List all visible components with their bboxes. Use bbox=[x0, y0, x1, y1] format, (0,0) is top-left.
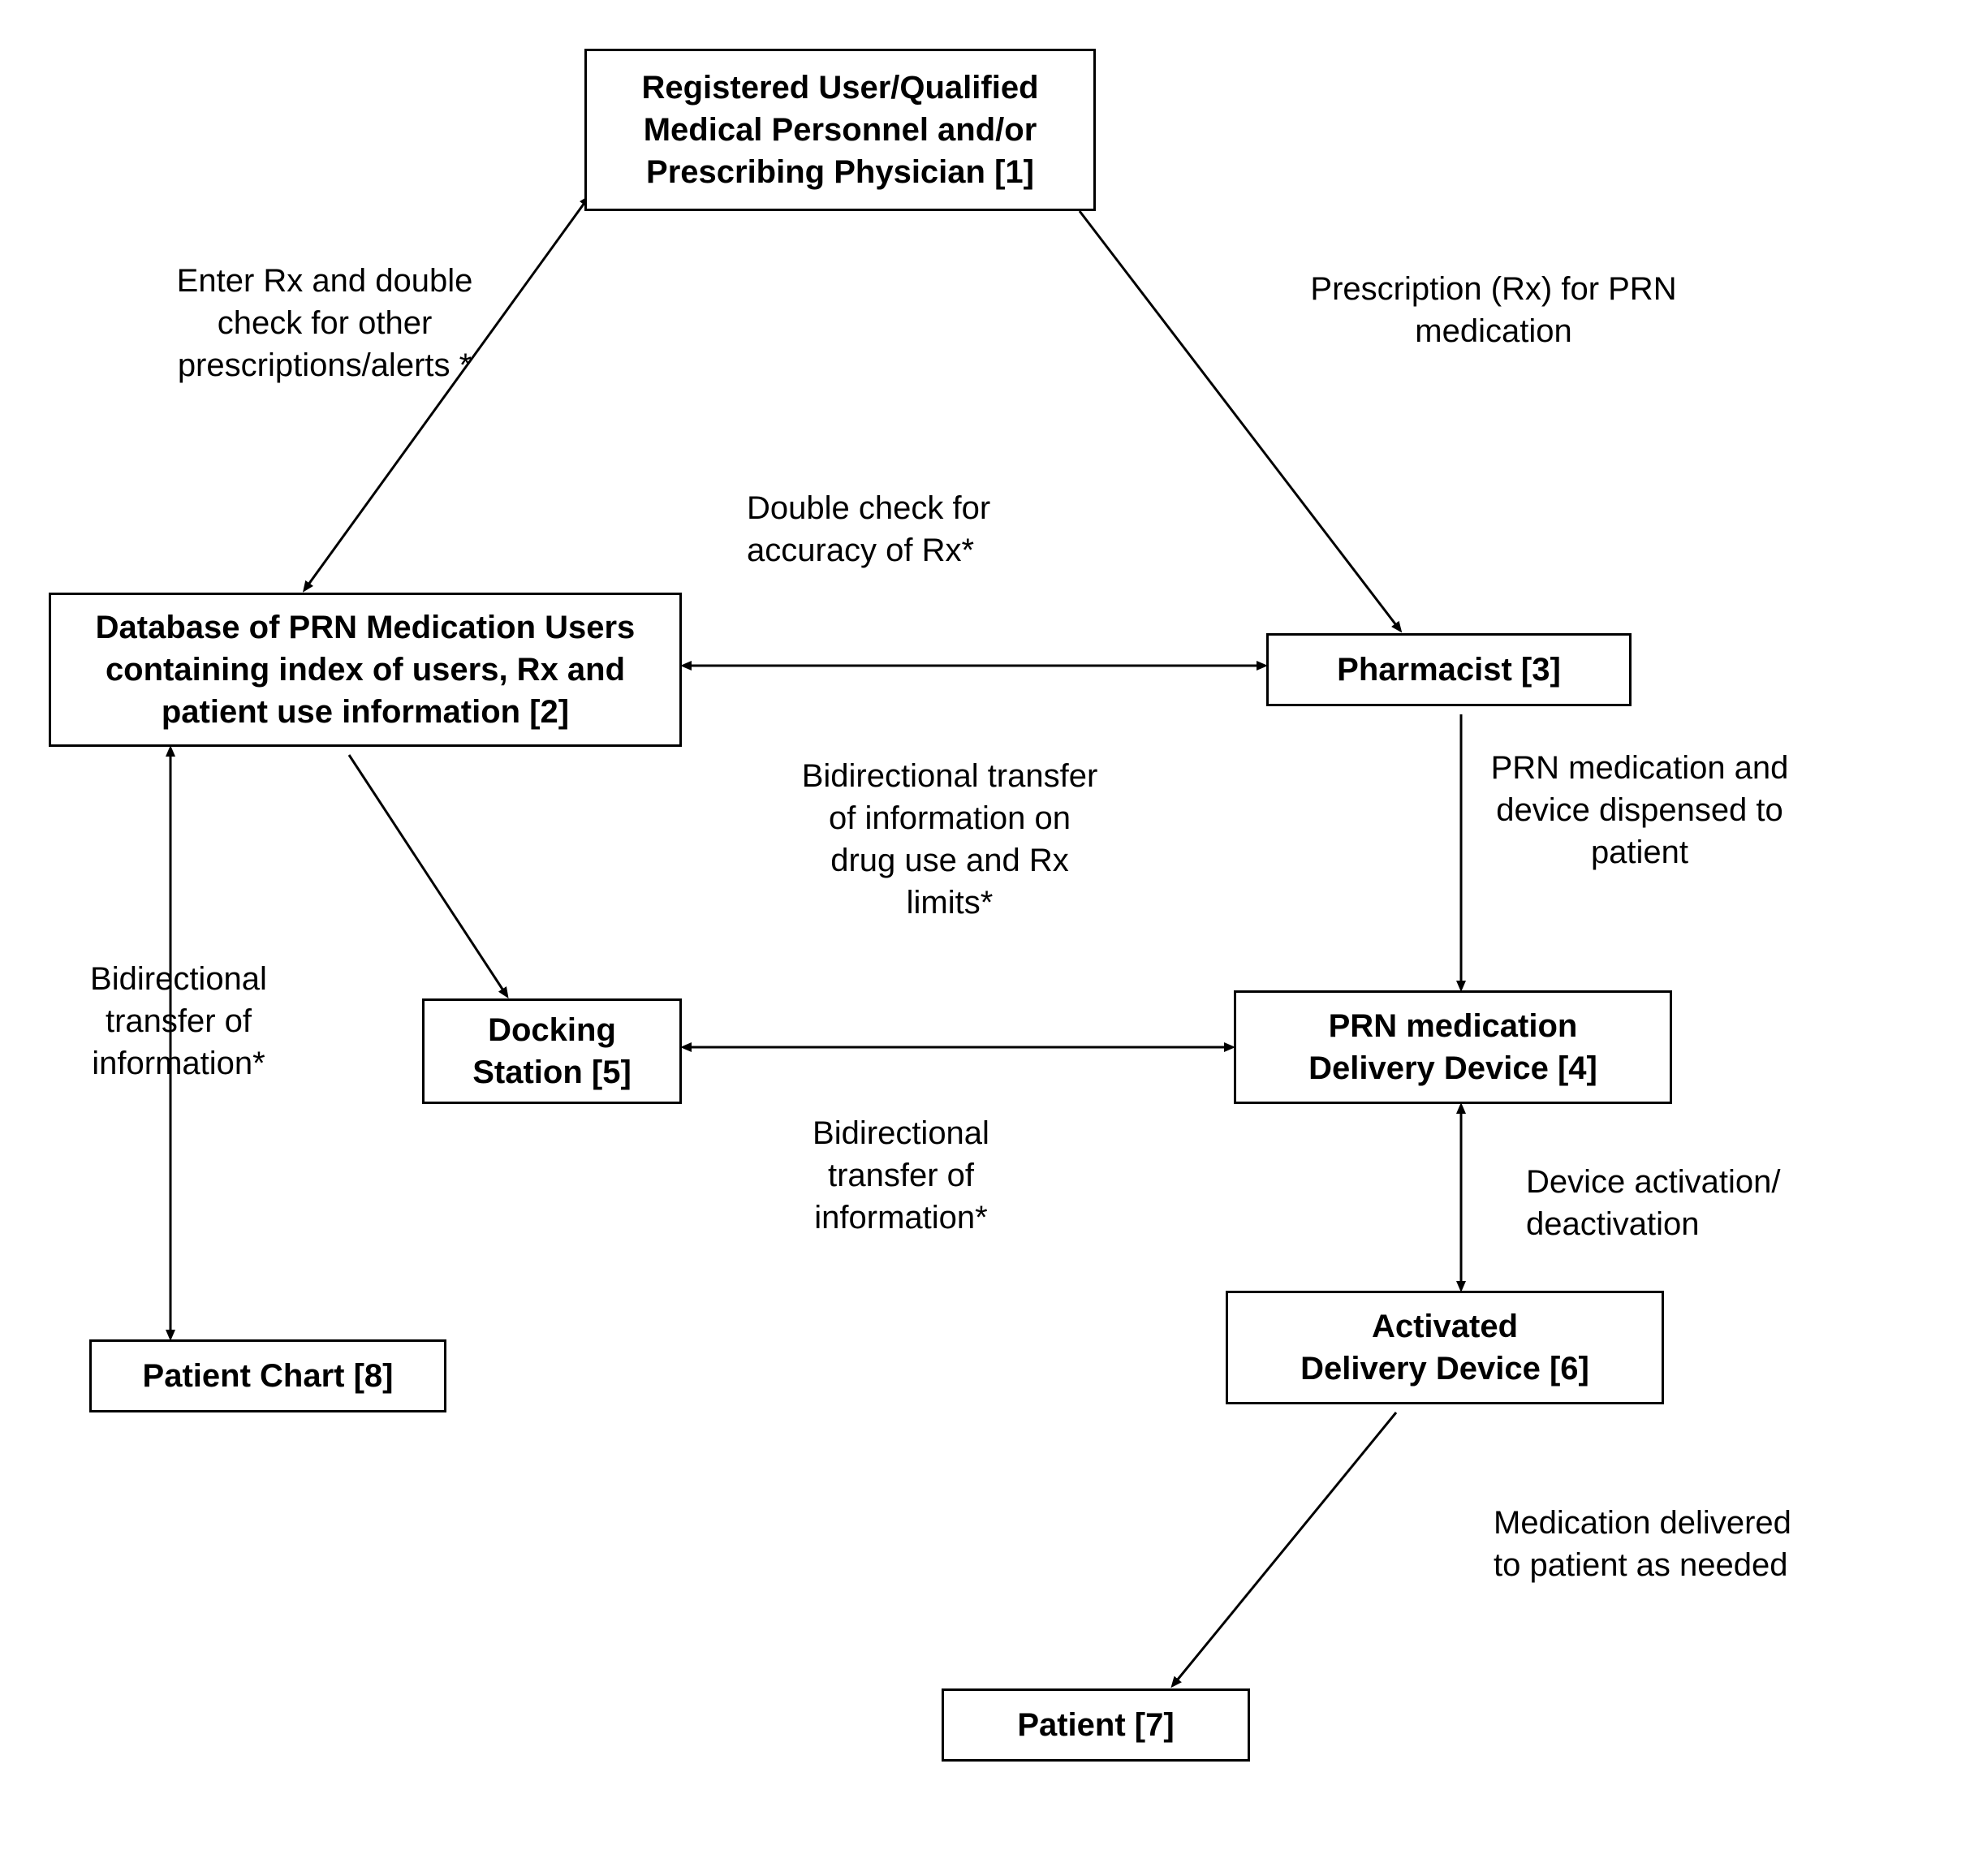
flowchart-canvas: Registered User/Qualified Medical Person… bbox=[0, 0, 1970, 1876]
edge-label-l5: PRN medication and device dispensed to p… bbox=[1445, 747, 1834, 873]
edge-label-l1: Enter Rx and double check for other pres… bbox=[114, 260, 536, 386]
flow-node-n3: Pharmacist [3] bbox=[1266, 633, 1632, 706]
flow-node-n2: Database of PRN Medication Users contain… bbox=[49, 593, 682, 747]
flow-node-n4: PRN medication Delivery Device [4] bbox=[1234, 990, 1672, 1104]
edge-e9 bbox=[1177, 1412, 1396, 1680]
flow-node-n7: Patient [7] bbox=[942, 1688, 1250, 1762]
edge-label-l6: Bidirectional transfer of information* bbox=[771, 1112, 1031, 1239]
edge-label-l7: Device activation/ deactivation bbox=[1526, 1161, 1867, 1245]
edge-label-l3: Double check for accuracy of Rx* bbox=[747, 487, 1088, 571]
edge-label-l8: Bidirectional transfer of information* bbox=[49, 958, 308, 1085]
flow-node-n8: Patient Chart [8] bbox=[89, 1339, 446, 1412]
flow-node-n5: Docking Station [5] bbox=[422, 998, 682, 1104]
edge-label-l4: Bidirectional transfer of information on… bbox=[755, 755, 1144, 924]
edge-label-l2: Prescription (Rx) for PRN medication bbox=[1266, 268, 1721, 352]
edge-e4 bbox=[349, 755, 503, 990]
edge-label-l9: Medication delivered to patient as neede… bbox=[1494, 1502, 1883, 1586]
flow-node-n6: Activated Delivery Device [6] bbox=[1226, 1291, 1664, 1404]
flow-node-n1: Registered User/Qualified Medical Person… bbox=[584, 49, 1096, 211]
